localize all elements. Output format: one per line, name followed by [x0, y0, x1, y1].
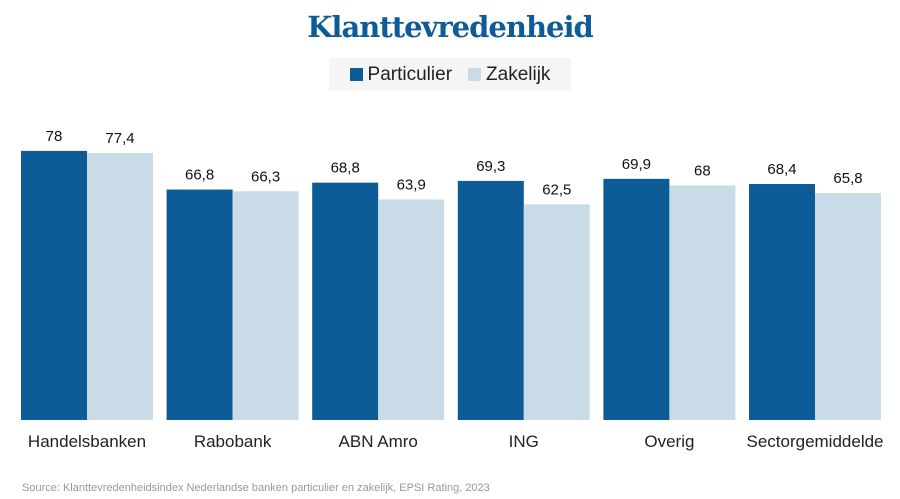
- data-label: 63,9: [397, 177, 426, 194]
- data-label: 65,8: [833, 170, 862, 187]
- bar-particulier-4: [603, 178, 670, 420]
- category-label: ABN Amro: [339, 432, 418, 451]
- bar-zakelijk-5: [815, 192, 881, 420]
- category-label: Sectorgemiddelde: [746, 432, 883, 451]
- category-label: Rabobank: [194, 432, 272, 451]
- bar-zakelijk-2: [378, 199, 445, 420]
- legend-label-particulier: Particulier: [367, 63, 453, 85]
- bar-particulier-3: [457, 180, 524, 420]
- bar-particulier-1: [166, 189, 233, 420]
- source-note: Source: Klanttevredenheidsindex Nederlan…: [22, 482, 490, 494]
- bar-particulier-5: [749, 184, 815, 420]
- data-label: 62,5: [542, 181, 571, 198]
- legend-item-zakelijk: Zakelijk: [468, 64, 550, 86]
- data-label: 69,9: [622, 156, 651, 173]
- chart-title: Klanttevredenheid: [307, 10, 594, 44]
- bar-zakelijk-1: [232, 191, 299, 420]
- data-label: 68,4: [767, 161, 796, 178]
- bar-zakelijk-4: [669, 185, 736, 420]
- legend-swatch-zakelijk: [468, 68, 482, 81]
- data-label: 77,4: [105, 130, 134, 147]
- bar-zakelijk-3: [523, 204, 590, 420]
- legend-swatch-particulier: [349, 68, 363, 81]
- legend: Particulier Zakelijk: [329, 58, 571, 91]
- data-label: 68,8: [331, 160, 360, 177]
- bar-particulier-2: [312, 182, 379, 420]
- data-label: 78: [46, 128, 63, 145]
- legend-item-particulier: Particulier: [349, 63, 453, 86]
- legend-label-zakelijk: Zakelijk: [486, 63, 551, 85]
- data-label: 68: [694, 162, 711, 179]
- data-label: 66,8: [185, 167, 214, 184]
- data-label: 66,3: [251, 168, 280, 185]
- category-label: ING: [509, 432, 539, 451]
- data-label: 69,3: [476, 158, 505, 175]
- bar-zakelijk-0: [87, 152, 153, 420]
- bar-particulier-0: [21, 150, 87, 420]
- category-label: Handelsbanken: [28, 432, 146, 451]
- category-label: Overig: [644, 432, 694, 451]
